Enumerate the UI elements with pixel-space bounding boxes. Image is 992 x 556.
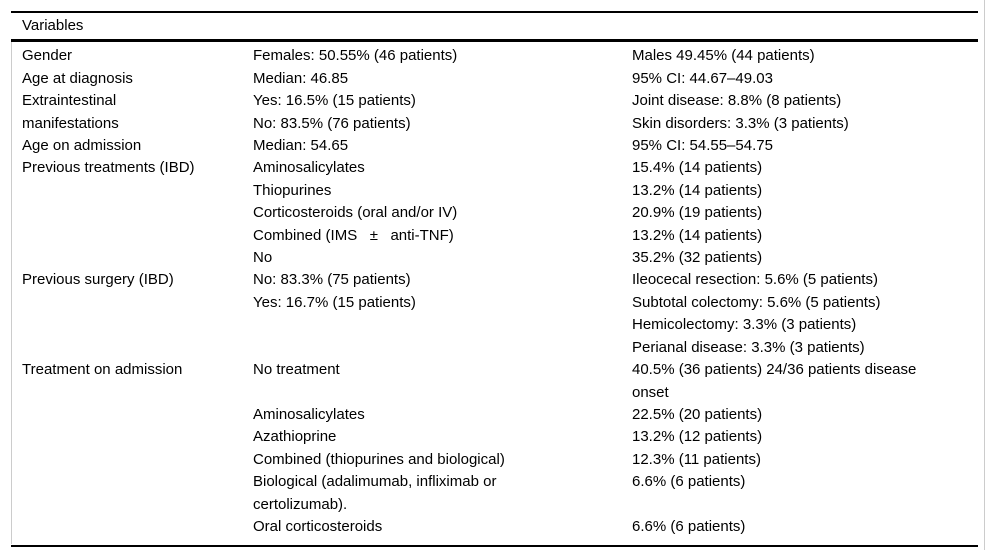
value-cell: Combined (IMS ± anti-TNF) <box>253 226 454 244</box>
table-row: Extraintestinal manifestations Yes: 16.5… <box>11 90 978 135</box>
value-cell: Aminosalicylates <box>253 405 365 423</box>
value-cell: Females: 50.55% (46 patients) <box>253 47 458 65</box>
row-items: Median: 46.85 95% CI: 44.67–49.03 <box>253 68 978 90</box>
row-item: Females: 50.55% (46 patients) Males 49.4… <box>253 45 978 67</box>
detail-cell: 12.3% (11 patients) <box>632 450 761 468</box>
table-left-border <box>11 39 12 544</box>
row-item: Corticosteroids (oral and/or IV) 20.9% (… <box>253 202 978 224</box>
row-items: Yes: 16.5% (15 patients) Joint disease: … <box>253 90 978 135</box>
detail-cell: Joint disease: 8.8% (8 patients) <box>632 92 842 110</box>
detail-cell: Skin disorders: 3.3% (3 patients) <box>632 114 849 132</box>
value-cell: Yes: 16.7% (15 patients) <box>253 293 416 311</box>
value-cell: Median: 46.85 <box>253 69 349 87</box>
row-item: Median: 46.85 95% CI: 44.67–49.03 <box>253 68 978 90</box>
row-item: No: 83.5% (76 patients) Skin disorders: … <box>253 113 978 135</box>
detail-cell: 20.9% (19 patients) <box>632 204 763 222</box>
row-items: Aminosalicylates 15.4% (14 patients) Thi… <box>253 157 978 269</box>
value-cell: No: 83.3% (75 patients) <box>253 271 411 289</box>
table-right-border <box>984 0 985 550</box>
row-item: Yes: 16.7% (15 patients) Subtotal colect… <box>253 292 978 314</box>
value-cell: Combined (thiopurines and biological) <box>253 450 505 468</box>
detail-cell: 95% CI: 44.67–49.03 <box>632 69 773 87</box>
value-cell: Thiopurines <box>253 181 332 199</box>
detail-cell: Hemicolectomy: 3.3% (3 patients) <box>632 316 857 334</box>
value-cell: No: 83.5% (76 patients) <box>253 114 411 132</box>
row-item: No treatment 40.5% (36 patients) 24/36 p… <box>253 359 978 404</box>
row-item: Perianal disease: 3.3% (3 patients) <box>253 337 978 359</box>
table-body: Gender Females: 50.55% (46 patients) Mal… <box>11 42 978 545</box>
detail-cell: 35.2% (32 patients) <box>632 249 763 267</box>
row-item: Thiopurines 13.2% (14 patients) <box>253 180 978 202</box>
detail-cell: 15.4% (14 patients) <box>632 159 763 177</box>
value-cell: No <box>253 249 273 267</box>
value-cell: Yes: 16.5% (15 patients) <box>253 92 416 110</box>
table-row: Age at diagnosis Median: 46.85 95% CI: 4… <box>11 68 978 90</box>
value-cell: Aminosalicylates <box>253 159 365 177</box>
variable-cell: Age on admission <box>22 137 142 155</box>
variable-cell: Treatment on admission <box>22 361 183 379</box>
variable-cell: Age at diagnosis <box>22 69 133 87</box>
table-header-label: Variables <box>22 17 84 34</box>
row-items: Females: 50.55% (46 patients) Males 49.4… <box>253 45 978 67</box>
variables-table: Variables Gender Females: 50.55% (46 pat… <box>11 11 978 548</box>
detail-cell: 95% CI: 54.55–54.75 <box>632 137 773 155</box>
variable-cell: Extraintestinal manifestations <box>22 92 119 132</box>
value-cell <box>253 314 632 336</box>
table-row: Treatment on admission No treatment 40.5… <box>11 359 978 538</box>
row-item: Biological (adalimumab, infliximab or ce… <box>253 471 978 516</box>
value-cell <box>253 337 632 359</box>
row-item: Hemicolectomy: 3.3% (3 patients) <box>253 314 978 336</box>
value-cell: Biological (adalimumab, infliximab or ce… <box>253 473 497 513</box>
row-item: Azathioprine 13.2% (12 patients) <box>253 426 978 448</box>
detail-cell: 22.5% (20 patients) <box>632 405 763 423</box>
detail-cell: 13.2% (12 patients) <box>632 428 763 446</box>
row-item: Combined (thiopurines and biological) 12… <box>253 449 978 471</box>
row-items: No: 83.3% (75 patients) Ileocecal resect… <box>253 269 978 359</box>
table-header-row: Variables <box>11 13 978 43</box>
row-item: Combined (IMS ± anti-TNF) 13.2% (14 pati… <box>253 225 978 247</box>
row-item: Yes: 16.5% (15 patients) Joint disease: … <box>253 90 978 112</box>
detail-cell: 6.6% (6 patients) <box>632 517 746 535</box>
value-cell: Azathioprine <box>253 428 337 446</box>
row-item: Aminosalicylates 15.4% (14 patients) <box>253 157 978 179</box>
row-items: Median: 54.65 95% CI: 54.55–54.75 <box>253 135 978 157</box>
detail-cell: Ileocecal resection: 5.6% (5 patients) <box>632 271 878 289</box>
value-cell: Oral corticosteroids <box>253 517 383 535</box>
detail-cell: Males 49.45% (44 patients) <box>632 47 815 65</box>
row-item: Median: 54.65 95% CI: 54.55–54.75 <box>253 135 978 157</box>
table-row: Previous treatments (IBD) Aminosalicylat… <box>11 157 978 269</box>
value-cell: No treatment <box>253 361 340 379</box>
row-item: Aminosalicylates 22.5% (20 patients) <box>253 404 978 426</box>
table-row: Age on admission Median: 54.65 95% CI: 5… <box>11 135 978 157</box>
detail-cell: 13.2% (14 patients) <box>632 226 763 244</box>
table-row: Gender Females: 50.55% (46 patients) Mal… <box>11 45 978 67</box>
detail-cell: 13.2% (14 patients) <box>632 181 763 199</box>
value-cell: Corticosteroids (oral and/or IV) <box>253 204 458 222</box>
row-items: No treatment 40.5% (36 patients) 24/36 p… <box>253 359 978 538</box>
row-item: Oral corticosteroids 6.6% (6 patients) <box>253 516 978 538</box>
row-item: No: 83.3% (75 patients) Ileocecal resect… <box>253 269 978 291</box>
detail-cell: Perianal disease: 3.3% (3 patients) <box>632 338 865 356</box>
variable-cell: Previous treatments (IBD) <box>22 159 195 177</box>
detail-cell: 6.6% (6 patients) <box>632 473 746 491</box>
value-cell: Median: 54.65 <box>253 137 349 155</box>
detail-cell: Subtotal colectomy: 5.6% (5 patients) <box>632 293 881 311</box>
table-row: Previous surgery (IBD) No: 83.3% (75 pat… <box>11 269 978 359</box>
detail-cell: 40.5% (36 patients) 24/36 patients disea… <box>632 361 917 401</box>
variable-cell: Gender <box>22 47 73 65</box>
variable-cell: Previous surgery (IBD) <box>22 271 174 289</box>
row-item: No 35.2% (32 patients) <box>253 247 978 269</box>
